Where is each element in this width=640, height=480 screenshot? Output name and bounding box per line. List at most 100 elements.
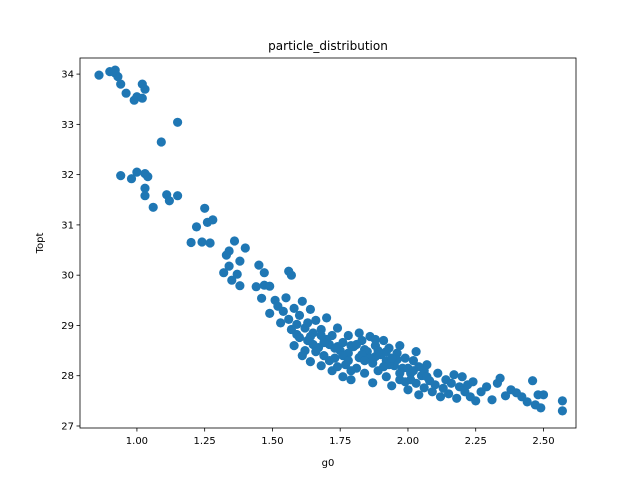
- data-point: [444, 389, 454, 399]
- data-point: [343, 356, 353, 366]
- data-point: [538, 390, 549, 400]
- data-point: [468, 377, 478, 387]
- data-point: [232, 269, 242, 279]
- data-point: [373, 346, 383, 356]
- y-tick-label: 28: [61, 371, 74, 382]
- data-point: [251, 282, 261, 292]
- data-points: [94, 65, 568, 416]
- data-point: [254, 260, 264, 270]
- data-point: [116, 79, 126, 89]
- data-point: [303, 318, 313, 328]
- y-tick-label: 27: [61, 421, 74, 432]
- x-tick-label: 2.25: [465, 436, 487, 447]
- data-point: [110, 65, 120, 75]
- data-point: [173, 117, 183, 127]
- data-point: [387, 381, 397, 391]
- data-point: [346, 375, 356, 385]
- data-point: [351, 339, 362, 350]
- data-point: [297, 351, 307, 361]
- data-point: [265, 308, 275, 318]
- data-point: [557, 396, 568, 406]
- data-point: [292, 319, 302, 329]
- data-point: [173, 191, 183, 201]
- data-point: [338, 372, 348, 382]
- data-point: [482, 382, 492, 392]
- y-tick-label: 34: [61, 70, 74, 81]
- data-point: [332, 362, 343, 372]
- data-point: [227, 275, 237, 285]
- data-point: [400, 377, 410, 387]
- data-point: [370, 334, 380, 345]
- data-point: [286, 270, 296, 280]
- x-tick-label: 2.50: [532, 436, 554, 447]
- data-point: [414, 390, 424, 400]
- data-point: [400, 353, 410, 363]
- data-point: [446, 378, 456, 388]
- data-point: [414, 362, 424, 372]
- y-tick-label: 32: [61, 170, 74, 181]
- y-tick-label: 33: [61, 120, 74, 131]
- data-point: [433, 368, 443, 378]
- x-axis-ticks: 1.00 1.25 1.50 1.75 2.00 2.25 2.50: [126, 428, 555, 447]
- data-point: [224, 246, 234, 256]
- data-point: [368, 378, 378, 388]
- data-point: [297, 296, 307, 306]
- data-point: [156, 137, 166, 147]
- data-point: [522, 397, 532, 407]
- data-point: [319, 337, 329, 348]
- data-point: [265, 281, 275, 291]
- data-point: [121, 88, 131, 98]
- data-point: [305, 304, 315, 314]
- data-point: [294, 332, 305, 343]
- data-point: [224, 261, 234, 271]
- data-point: [332, 323, 343, 333]
- x-tick-label: 1.75: [329, 436, 351, 447]
- plot-frame: [79, 57, 577, 429]
- data-point: [229, 236, 240, 246]
- data-point: [316, 361, 326, 371]
- y-tick-label: 30: [61, 271, 74, 282]
- data-point: [449, 370, 459, 380]
- y-tick-label: 31: [61, 220, 74, 231]
- data-point: [311, 315, 321, 325]
- data-point: [143, 172, 153, 182]
- data-point: [408, 356, 418, 366]
- x-tick-label: 1.50: [261, 436, 283, 447]
- data-point: [284, 314, 294, 324]
- data-point: [132, 167, 142, 177]
- data-point: [495, 373, 505, 383]
- data-point: [289, 303, 299, 313]
- data-point: [500, 391, 511, 401]
- data-point: [536, 403, 546, 413]
- data-point: [276, 318, 286, 328]
- data-point: [360, 368, 370, 378]
- data-point: [208, 215, 218, 225]
- data-point: [343, 330, 353, 341]
- data-point: [116, 171, 126, 181]
- y-axis-ticks: 27 28 29 30 31 32 33 34: [61, 70, 80, 432]
- data-point: [387, 353, 397, 363]
- data-point: [381, 347, 391, 357]
- data-point: [395, 341, 405, 351]
- data-point: [191, 222, 202, 232]
- data-point: [240, 243, 250, 253]
- data-point: [346, 366, 356, 376]
- data-point: [197, 237, 207, 247]
- data-point: [395, 368, 405, 378]
- data-point: [308, 339, 318, 350]
- chart-title: particle_distribution: [268, 39, 388, 53]
- data-point: [289, 341, 299, 351]
- data-point: [94, 70, 104, 80]
- data-point: [557, 406, 568, 416]
- data-point: [330, 343, 340, 353]
- data-point: [354, 328, 364, 338]
- data-point: [259, 268, 269, 278]
- y-tick-label: 29: [61, 321, 74, 332]
- data-point: [419, 383, 429, 393]
- data-point: [200, 203, 210, 213]
- data-point: [278, 306, 288, 316]
- data-point: [311, 347, 321, 357]
- data-point: [281, 293, 291, 303]
